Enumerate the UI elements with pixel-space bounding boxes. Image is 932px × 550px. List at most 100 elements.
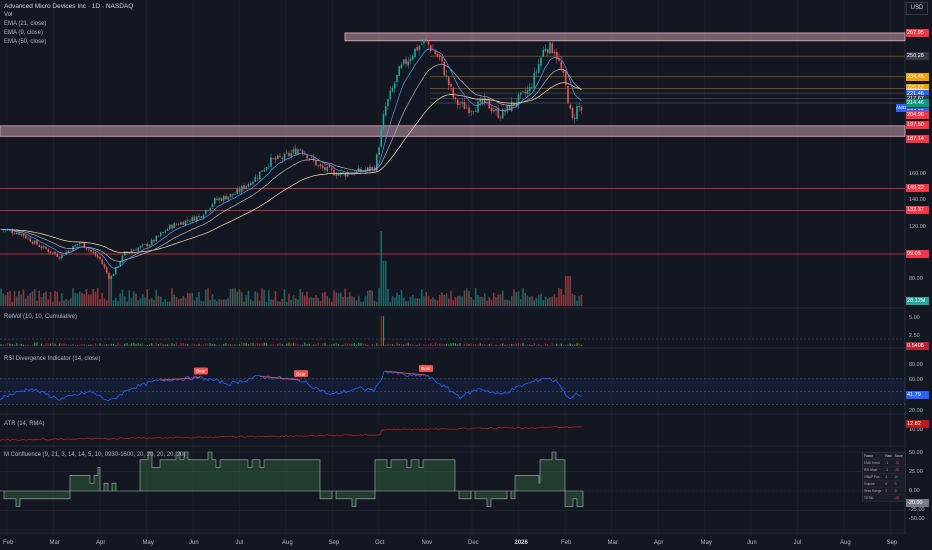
candle (366, 167, 369, 170)
currency-button[interactable]: USD (906, 2, 928, 15)
relvol-bar (85, 345, 88, 346)
legend-ema9[interactable]: EMA (9, close) (4, 30, 44, 36)
relvol-bar (373, 345, 376, 346)
volume-bar (99, 299, 101, 306)
volume-bar (164, 299, 167, 306)
symbol-title[interactable]: Advanced Micro Devices Inc · 1D · NASDAQ (4, 3, 134, 10)
candle (459, 104, 461, 105)
relvol-bar (76, 345, 79, 346)
ema9-line (0, 48, 582, 269)
relvol-bar (382, 316, 385, 346)
relvol-bar (547, 344, 549, 346)
volume-bar (193, 300, 196, 306)
relvol-bar (497, 345, 499, 346)
volume-bar (285, 301, 288, 306)
relvol-bar (533, 342, 535, 346)
relvol-bar (119, 344, 121, 346)
volume-bar (495, 297, 497, 306)
legend-ema50[interactable]: EMA (50, close) (4, 39, 47, 45)
candle (373, 167, 376, 172)
volume-bar (27, 295, 29, 306)
candle (85, 248, 88, 250)
volume-bar (465, 288, 468, 306)
candle (506, 105, 509, 111)
relvol-bar (580, 344, 583, 346)
candle (312, 157, 315, 161)
relvol-bar (443, 343, 445, 346)
volume-bar (335, 292, 338, 306)
volume-bar (9, 290, 11, 306)
relvol-bar (92, 345, 94, 346)
candle (542, 49, 545, 58)
confluence-label[interactable]: M Confluence (9, 21, 3, 14, 14, 5, 10, 0… (4, 452, 186, 458)
volume-bar (522, 288, 524, 306)
relvol-bar (173, 344, 175, 346)
relvol-bar (427, 344, 430, 346)
candle (380, 128, 383, 147)
volume-bar (42, 293, 45, 306)
table-cell: TOTAL (862, 494, 885, 502)
volume-bar (254, 291, 257, 306)
candle (346, 172, 349, 177)
relvol-bar (169, 344, 171, 346)
candle (9, 230, 11, 231)
pane-last-value: 12.82 (906, 420, 929, 428)
rsi-label[interactable]: RSI Divergence Indicator (14, close) (4, 356, 101, 362)
candle (54, 252, 56, 255)
volume-bar (506, 299, 509, 306)
relvol-bar (7, 342, 9, 346)
candle (456, 100, 459, 105)
volume-bar (22, 289, 25, 306)
relvol-bar (463, 343, 466, 346)
volume-bar (229, 288, 232, 306)
volume-bar (375, 301, 378, 306)
price-tick: 120.00 (909, 223, 926, 230)
time-tick: May (142, 540, 154, 546)
volume-bar (261, 288, 263, 306)
candle (78, 242, 81, 244)
relvol-bar (297, 344, 299, 346)
atr-label[interactable]: ATR (14, RMA) (4, 421, 45, 427)
relvol-bar (565, 344, 567, 346)
relvol-label[interactable]: RelVol (10, 10, Cumulative) (4, 314, 78, 320)
relvol-bar (133, 342, 135, 346)
candle (245, 186, 248, 189)
candle (60, 254, 63, 259)
volume-bar (171, 288, 173, 306)
volume-bar (96, 288, 99, 306)
relvol-bar (515, 343, 517, 346)
candle (396, 74, 398, 83)
volume-bar (540, 293, 542, 306)
volume-bar (474, 288, 477, 306)
candle (436, 53, 439, 57)
legend-ema21[interactable]: EMA (21, close) (4, 21, 47, 27)
candle (227, 196, 230, 200)
relvol-bar (484, 344, 486, 346)
candle (31, 241, 34, 244)
relvol-bar (189, 345, 191, 346)
relvol-bar (270, 344, 272, 346)
relvol-bar (306, 344, 308, 346)
relvol-bar (526, 344, 529, 346)
relvol-bar (502, 343, 504, 346)
candle (222, 195, 225, 201)
volume-bar (483, 293, 486, 306)
candle (555, 51, 558, 60)
volume-bar (429, 298, 432, 306)
relvol-bar (423, 344, 425, 346)
candle (22, 233, 25, 237)
volume-bar (535, 298, 538, 306)
candle (364, 170, 367, 172)
candle (276, 155, 279, 159)
volume-bar (29, 293, 32, 306)
table-cell: 0 (893, 487, 906, 495)
legend-vol[interactable]: Vol (4, 12, 13, 18)
relvol-bar (16, 343, 18, 346)
relvol-bar (457, 344, 459, 346)
candle (299, 149, 302, 151)
relvol-bar (380, 316, 382, 346)
pane-tick: 10.00 (909, 427, 923, 433)
relvol-bar (398, 343, 400, 346)
volume-bar (69, 298, 72, 306)
